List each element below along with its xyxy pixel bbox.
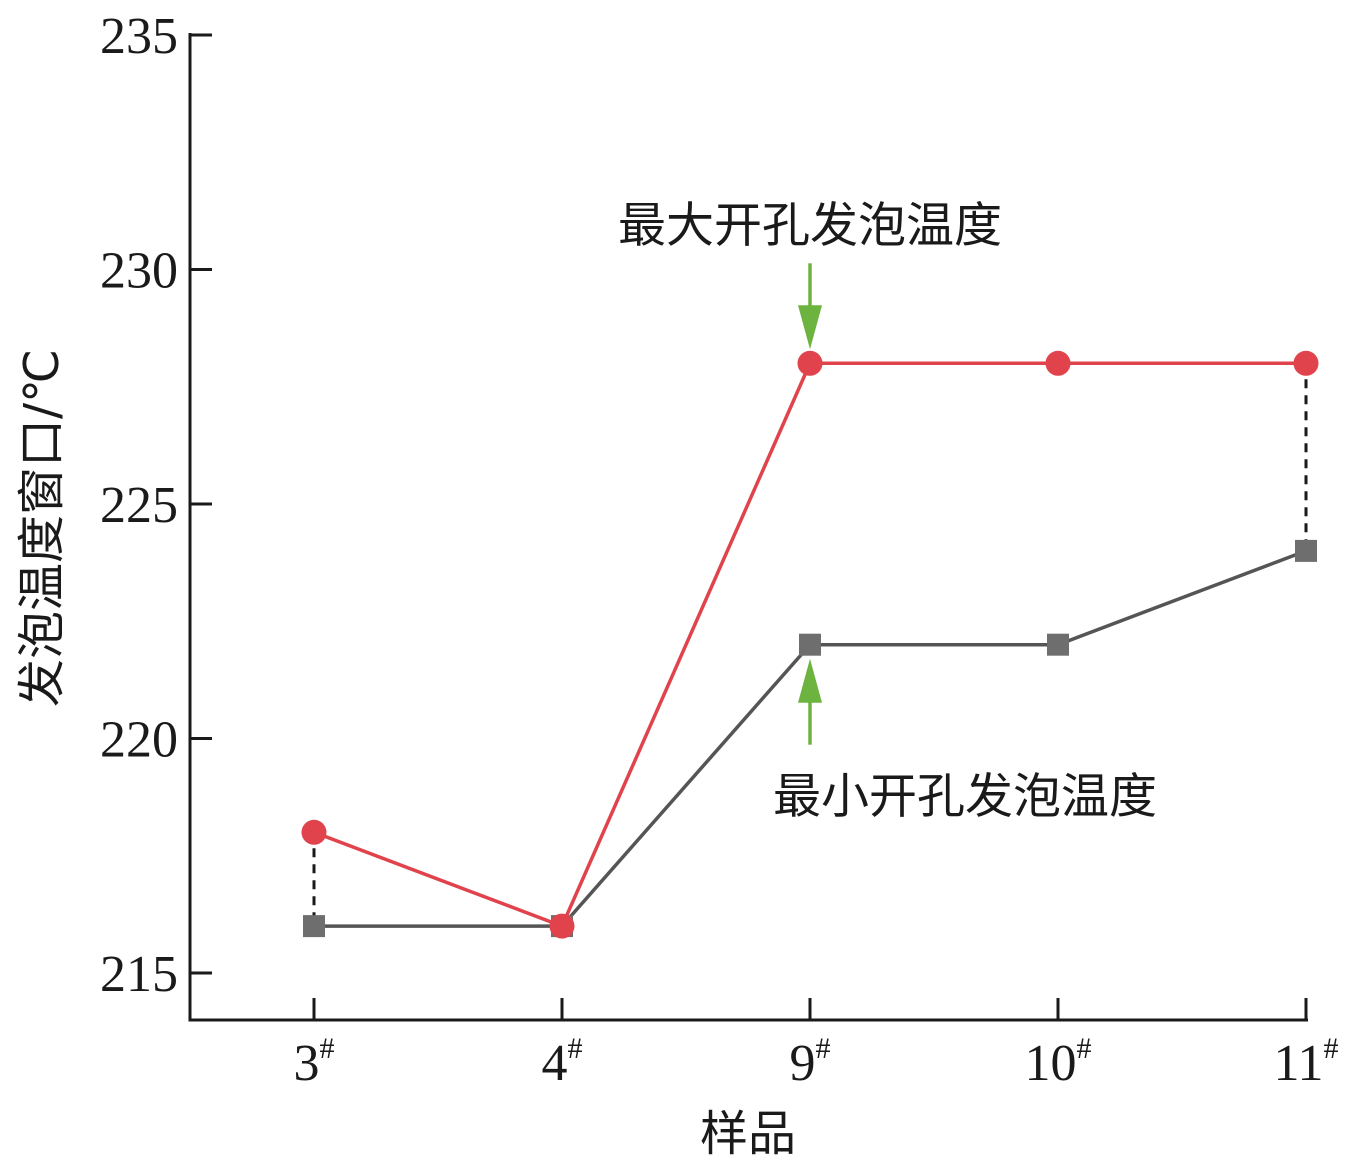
annotation: 最小开孔发泡温度 bbox=[773, 658, 1157, 825]
arrow-head bbox=[798, 305, 822, 350]
y-tick-label: 215 bbox=[100, 946, 178, 1003]
x-tick-label: 10# bbox=[1025, 1032, 1092, 1092]
series-min-point bbox=[303, 915, 325, 938]
x-axis-title: 样品 bbox=[700, 1106, 796, 1162]
series-group bbox=[301, 350, 1319, 939]
series-max-point bbox=[1293, 350, 1319, 376]
series-min-point bbox=[799, 633, 821, 656]
annotation: 最大开孔发泡温度 bbox=[618, 197, 1002, 350]
series-min-point bbox=[1295, 539, 1317, 562]
series-max-point bbox=[301, 819, 327, 845]
annotation-label: 最小开孔发泡温度 bbox=[773, 769, 1157, 825]
x-tick-label: 11# bbox=[1273, 1032, 1338, 1092]
x-tick-label: 3# bbox=[294, 1032, 335, 1092]
axes: 215 220 225 230 235 3# 4# 9# 10# 11# bbox=[100, 8, 1339, 1092]
x-tick-label: 4# bbox=[542, 1032, 583, 1092]
series-max bbox=[301, 350, 1319, 939]
y-tick-label: 230 bbox=[100, 243, 178, 300]
series-max-point bbox=[797, 350, 823, 376]
series-min-point bbox=[1047, 633, 1069, 656]
y-tick-label: 235 bbox=[100, 8, 178, 65]
series-min bbox=[303, 539, 1317, 938]
y-axis-title: 发泡温度窗口/℃ bbox=[14, 349, 70, 707]
x-tick-label: 9# bbox=[790, 1032, 831, 1092]
arrow-head bbox=[798, 658, 822, 703]
y-tick-label: 220 bbox=[100, 712, 178, 769]
series-max-point bbox=[1045, 350, 1071, 376]
y-tick-label: 225 bbox=[100, 477, 178, 534]
series-max-point bbox=[549, 913, 575, 939]
annotation-label: 最大开孔发泡温度 bbox=[618, 197, 1002, 253]
